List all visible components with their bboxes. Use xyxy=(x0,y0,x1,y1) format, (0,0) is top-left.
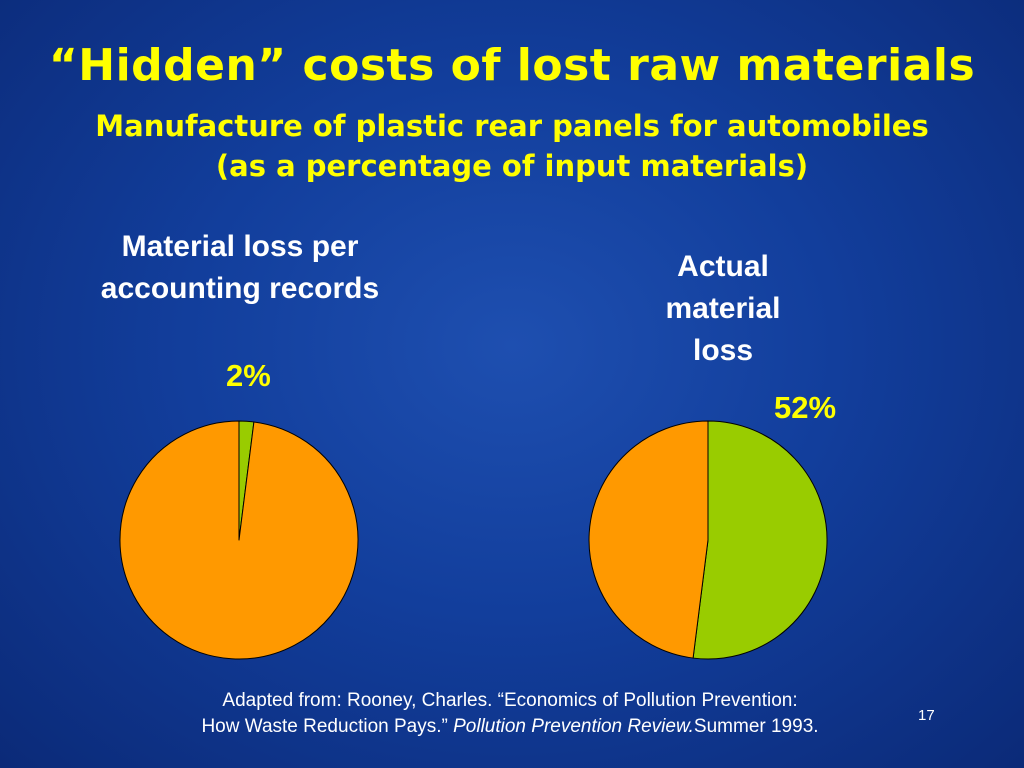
pie-chart-1-slice-2 xyxy=(119,420,359,660)
pie-chart-1-data-label: 2% xyxy=(226,358,271,393)
pie-chart-2-title-line-2: material xyxy=(665,292,781,325)
citation-journal: Pollution Prevention Review. xyxy=(453,716,694,737)
pie-chart-2-slice-2 xyxy=(588,420,709,659)
pie-chart-1 xyxy=(119,420,359,660)
citation-line-2: How Waste Reduction Pays.” Pollution Pre… xyxy=(100,714,920,740)
slide-title: “Hidden” costs of lost raw materials xyxy=(48,40,976,91)
pie-chart-2-data-label: 52% xyxy=(774,390,837,425)
subtitle-line-2: (as a percentage of input materials) xyxy=(215,149,809,183)
citation-line-2-suffix: Summer 1993. xyxy=(693,716,819,737)
page-number: 17 xyxy=(918,707,935,724)
source-citation: Adapted from: Rooney, Charles. “Economic… xyxy=(100,688,920,740)
citation-line-1: Adapted from: Rooney, Charles. “Economic… xyxy=(222,690,798,711)
pie-chart-2-title-line-1: Actual xyxy=(677,250,769,283)
pie-chart-2 xyxy=(588,420,828,660)
pie-chart-2-title-line-3: loss xyxy=(692,334,754,367)
pie-chart-1-title-line-2: accounting records xyxy=(100,272,380,305)
citation-line-2-prefix: How Waste Reduction Pays.” xyxy=(201,716,454,737)
pie-chart-1-title-line-1: Material loss per xyxy=(121,230,359,263)
subtitle-line-1: Manufacture of plastic rear panels for a… xyxy=(95,109,929,143)
pie-chart-1-title: Material loss per accounting records xyxy=(60,226,420,310)
slide-subtitle: Manufacture of plastic rear panels for a… xyxy=(0,106,1024,186)
pie-chart-2-slice-1 xyxy=(692,420,828,660)
pie-chart-2-title: Actual material loss xyxy=(608,246,838,372)
